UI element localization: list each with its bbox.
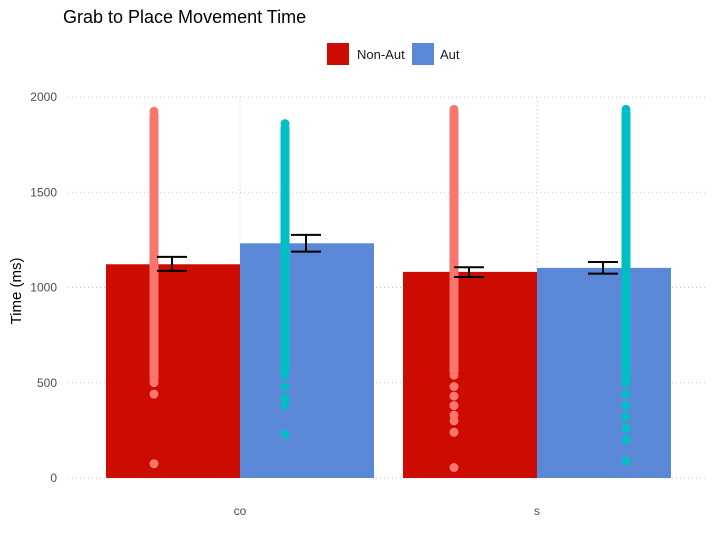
point-s-non-aut-0 (449, 463, 459, 473)
x-tick-label-co: co (234, 504, 247, 518)
y-tick-label-1500: 1500 (30, 185, 57, 199)
point-s-non-aut-5 (449, 391, 459, 401)
error-bars (157, 233, 618, 279)
point-stripe-s-non-aut (449, 109, 459, 376)
legend: Non-Aut Aut (327, 43, 460, 65)
data-points (149, 104, 631, 473)
error-bar-s-aut (588, 260, 618, 275)
legend-swatch-non-aut (327, 43, 349, 65)
bar-s-aut (537, 267, 671, 478)
point-s-aut-1 (621, 435, 631, 445)
point-co-aut-1 (280, 401, 290, 411)
error-bar-co-aut (291, 233, 321, 253)
point-co-aut-3 (280, 382, 290, 392)
point-co-non-aut-1 (149, 389, 159, 399)
legend-label-non-aut: Non-Aut (357, 47, 405, 62)
chart-title: Grab to Place Movement Time (63, 7, 306, 27)
point-co-non-aut-0 (149, 459, 159, 469)
bars (106, 243, 671, 478)
point-s-aut-0 (621, 456, 631, 466)
y-tick-label-0: 0 (50, 471, 57, 485)
x-tick-label-s: s (534, 504, 540, 518)
point-co-aut-0 (280, 429, 290, 439)
error-bar-s-non-aut (454, 266, 484, 279)
error-bar-co-non-aut (157, 255, 187, 272)
point-s-non-aut-4 (449, 401, 459, 411)
bar-co-non-aut (106, 264, 240, 478)
bar-co-aut (240, 243, 374, 478)
y-tick-label-1000: 1000 (30, 281, 57, 295)
legend-label-aut: Aut (440, 47, 460, 62)
x-axis-ticks: co s (234, 504, 540, 518)
legend-swatch-aut (412, 43, 434, 65)
y-axis-title: Time (ms) (8, 258, 25, 325)
bar-s-non-aut (403, 271, 537, 478)
point-stripe-co-aut (280, 123, 290, 376)
y-tick-label-2000: 2000 (30, 90, 57, 104)
point-s-aut-3 (621, 412, 631, 422)
y-axis-ticks: 0 500 1000 1500 2000 (30, 90, 57, 485)
point-s-aut-2 (621, 423, 631, 433)
point-s-aut-4 (621, 401, 631, 411)
y-tick-label-500: 500 (37, 376, 57, 390)
point-s-non-aut-1 (449, 427, 459, 437)
point-stripe-s-aut (621, 109, 631, 383)
point-s-non-aut-3 (449, 410, 459, 420)
point-co-aut-2 (280, 393, 290, 403)
point-stripe-co-non-aut (149, 111, 159, 383)
point-s-non-aut-6 (449, 382, 459, 392)
point-s-aut-5 (621, 389, 631, 399)
